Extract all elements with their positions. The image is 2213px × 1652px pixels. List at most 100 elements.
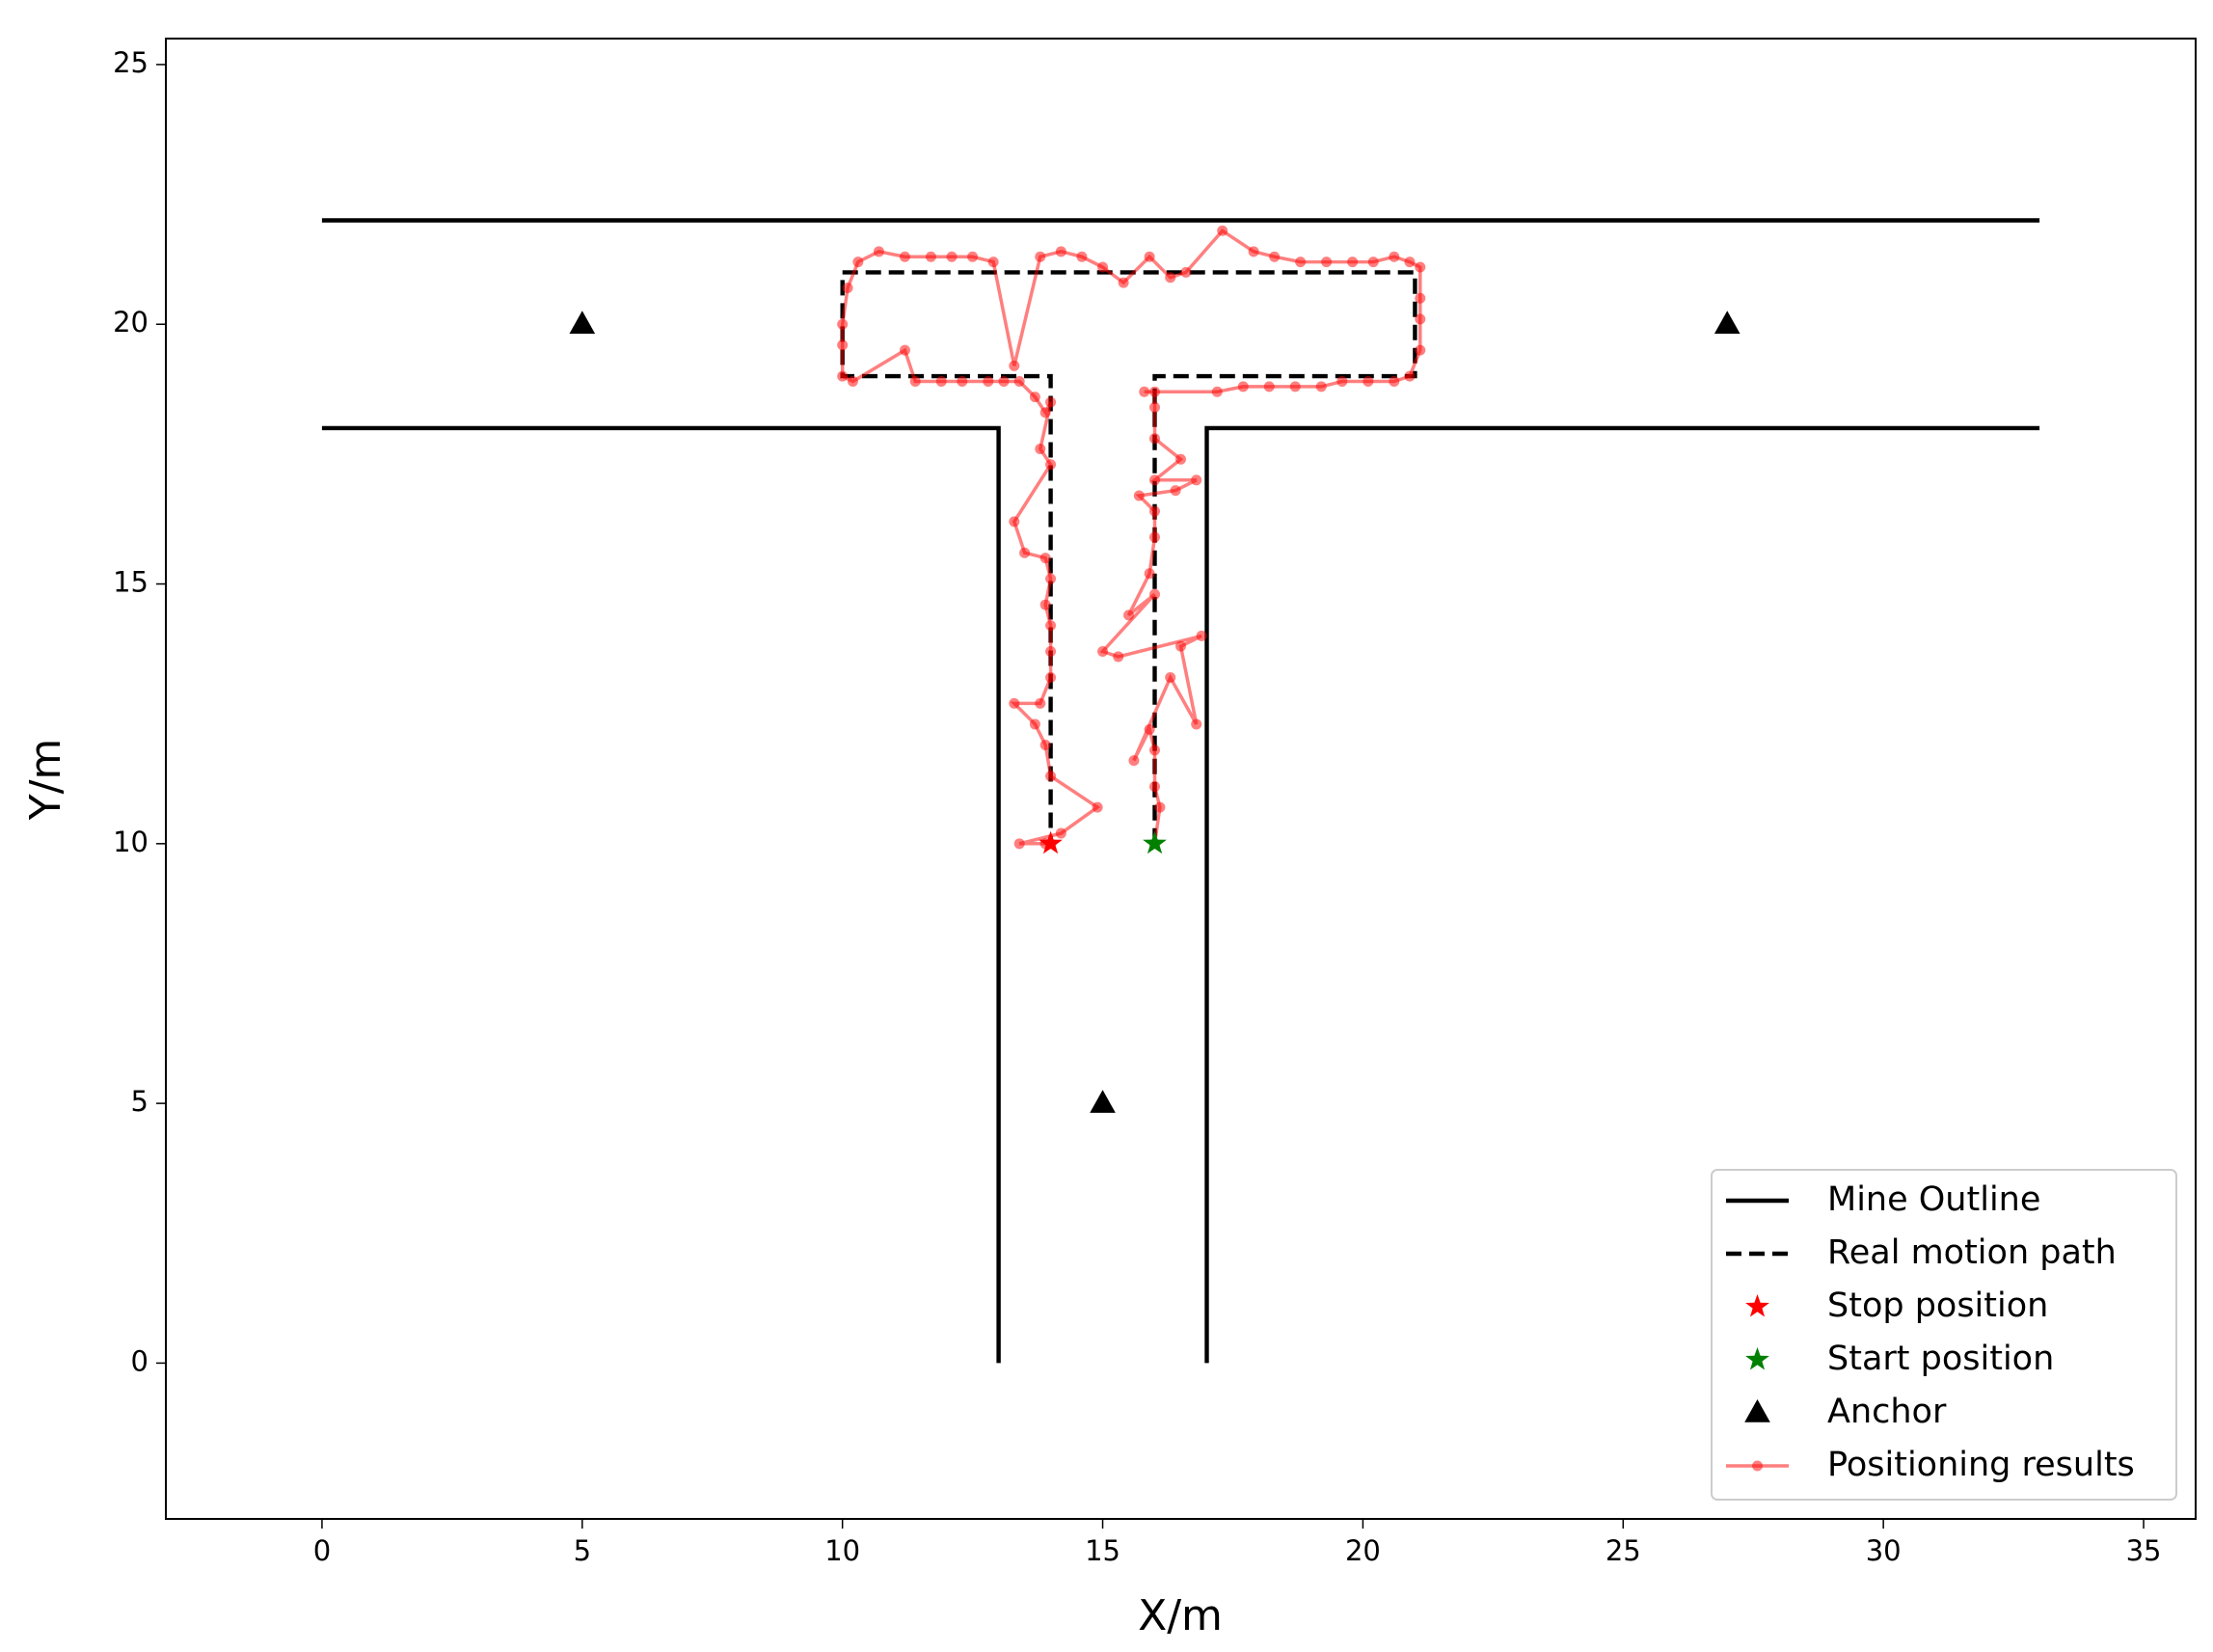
y-tick-label: 10 <box>113 826 148 858</box>
point <box>1113 651 1124 663</box>
point <box>1144 568 1155 580</box>
point <box>1035 443 1046 454</box>
point <box>1191 474 1202 486</box>
point <box>1045 771 1057 782</box>
y-tick-label: 20 <box>113 306 148 339</box>
point <box>1133 490 1145 501</box>
x-tick-label: 30 <box>1866 1534 1902 1567</box>
point <box>1029 718 1040 730</box>
point <box>1367 257 1379 268</box>
point <box>1149 386 1161 397</box>
point <box>899 251 910 262</box>
point <box>1019 547 1031 558</box>
point <box>899 344 910 356</box>
point <box>1165 671 1176 683</box>
x-axis-label: X/m <box>1138 1591 1223 1640</box>
point <box>1123 609 1135 621</box>
point <box>1315 381 1327 393</box>
point <box>1336 375 1348 387</box>
point <box>1175 640 1186 652</box>
point <box>925 251 936 262</box>
legend-box <box>1711 1169 2177 1501</box>
point <box>1289 381 1301 393</box>
point <box>983 375 994 387</box>
legend-label: Mine Outline <box>1827 1180 2040 1219</box>
triangle-marker <box>1090 1090 1116 1113</box>
triangle-marker <box>1714 311 1741 335</box>
point <box>1175 453 1186 465</box>
point <box>1149 401 1161 413</box>
y-tick-label: 0 <box>131 1344 148 1377</box>
star-marker <box>1745 1347 1769 1370</box>
point <box>1045 396 1057 408</box>
point <box>987 257 999 268</box>
point <box>1415 292 1426 304</box>
point <box>1045 671 1057 683</box>
point <box>1237 381 1249 393</box>
series-line <box>321 218 2040 1364</box>
point <box>1055 246 1066 257</box>
point <box>842 283 853 294</box>
point <box>1217 225 1228 236</box>
point <box>837 339 849 351</box>
point <box>1009 360 1020 371</box>
point <box>847 375 858 387</box>
point <box>1097 261 1109 273</box>
y-tick-label: 15 <box>113 566 148 599</box>
point <box>1009 516 1020 528</box>
point <box>1076 251 1088 262</box>
legend-label: Real motion path <box>1827 1233 2117 1272</box>
triangle-marker <box>1744 1399 1770 1422</box>
point <box>1118 277 1129 288</box>
point <box>998 375 1010 387</box>
point <box>1013 838 1025 850</box>
point <box>873 246 884 257</box>
point <box>837 318 849 330</box>
point <box>1248 246 1259 257</box>
point <box>1363 375 1374 387</box>
legend-label: Anchor <box>1827 1393 1947 1431</box>
point <box>1269 251 1281 262</box>
point <box>1009 697 1020 709</box>
point <box>1170 485 1181 497</box>
x-tick-label: 35 <box>2126 1534 2162 1567</box>
point <box>1263 381 1275 393</box>
series-line <box>840 270 1417 844</box>
point <box>1404 370 1416 382</box>
point <box>837 370 849 382</box>
point <box>1149 505 1161 517</box>
point <box>1039 407 1051 419</box>
legend: Mine Outline Real motion path Stop positio… <box>1711 1169 2177 1501</box>
x-tick-label: 20 <box>1345 1534 1381 1567</box>
legend-label: Stop position <box>1827 1286 2048 1325</box>
point <box>1013 375 1025 387</box>
point <box>852 257 864 268</box>
plot-area <box>321 218 2040 1364</box>
point <box>1321 257 1333 268</box>
point <box>1389 251 1400 262</box>
point <box>1045 459 1057 471</box>
point <box>957 375 968 387</box>
point <box>1415 261 1426 273</box>
point <box>1752 1460 1763 1472</box>
point <box>1415 313 1426 325</box>
point <box>1039 599 1051 610</box>
axes-frame <box>165 38 2197 1520</box>
point <box>909 375 921 387</box>
x-tick-label: 5 <box>574 1534 591 1567</box>
point <box>1389 375 1400 387</box>
point <box>935 375 947 387</box>
point <box>1092 801 1103 813</box>
point <box>1149 745 1161 756</box>
point <box>1415 344 1426 356</box>
point <box>1097 646 1109 658</box>
y-tick-label: 25 <box>113 46 148 79</box>
point <box>967 251 979 262</box>
star-marker <box>1039 830 1063 854</box>
point <box>1149 433 1161 445</box>
x-tick-label: 25 <box>1606 1534 1641 1567</box>
point <box>1144 251 1155 262</box>
point <box>1045 646 1057 658</box>
